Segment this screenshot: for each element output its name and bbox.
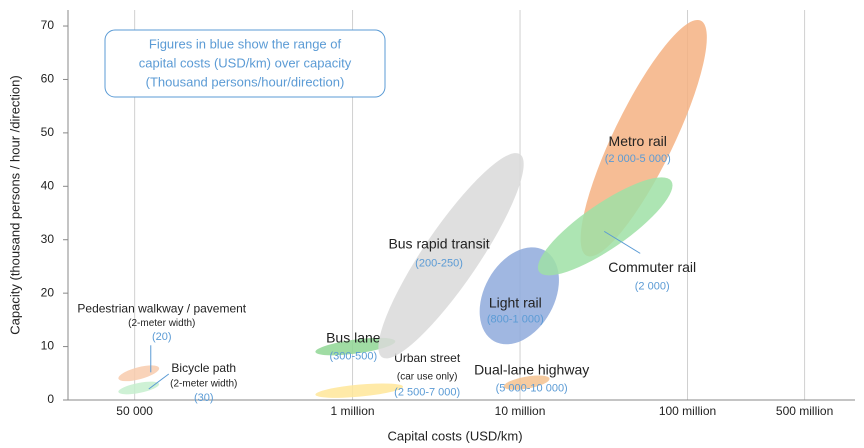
- annotation: Figures in blue show the range of: [149, 36, 342, 51]
- annotation: (Thousand persons/hour/direction): [146, 74, 345, 89]
- y-axis-label: Capacity (thousand persons / hour /direc…: [7, 75, 22, 334]
- mode-name: Light rail: [489, 295, 542, 311]
- y-tick-label: 60: [41, 72, 55, 86]
- mode-range: [503, 375, 550, 390]
- y-tick-label: 50: [41, 125, 55, 139]
- x-tick-label: 50 000: [116, 404, 153, 418]
- mode-name: Metro rail: [609, 133, 667, 149]
- annotation-box: [104, 29, 386, 98]
- mode-name: Bicycle path: [171, 361, 236, 375]
- x-tick-label: 100 million: [659, 404, 716, 418]
- mode-range-label: (5 000-10 000): [496, 383, 568, 395]
- mode-name: Urban street: [394, 351, 461, 365]
- y-tick-label: 70: [41, 18, 55, 32]
- mode-range: [537, 177, 673, 276]
- y-tick-label: 30: [41, 232, 55, 246]
- y-tick-label: 40: [41, 178, 55, 192]
- leader-line: [148, 373, 170, 390]
- mode-range: [118, 381, 160, 395]
- x-tick-label: 10 million: [495, 404, 546, 418]
- mode-name: Pedestrian walkway / pavement: [77, 301, 246, 315]
- mode-name: Bus rapid transit: [388, 235, 489, 251]
- annotation: capital costs (USD/km) over capacity: [139, 55, 352, 70]
- mode-name: Commuter rail: [608, 259, 696, 275]
- y-tick-label: 20: [41, 285, 55, 299]
- y-tick-label: 10: [41, 339, 55, 353]
- mode-range-label: (2 500-7 000): [394, 387, 460, 399]
- mode-range: [315, 383, 403, 398]
- mode-range-label: (200-250): [415, 258, 463, 270]
- mode-range-label: (30): [194, 392, 214, 404]
- mode-range-label: (800-1 000): [487, 314, 544, 326]
- mode-range-label: (2 000): [635, 280, 670, 292]
- x-tick-label: 500 million: [776, 404, 833, 418]
- mode-range-label: (300-500): [329, 350, 377, 362]
- y-tick-label: 0: [47, 392, 54, 406]
- x-axis-label: Capital costs (USD/km): [387, 428, 522, 443]
- mode-range: [378, 153, 524, 359]
- mode-range-label: (20): [152, 331, 172, 343]
- mode-name: Bus lane: [326, 329, 381, 345]
- mode-note: (car use only): [397, 371, 458, 382]
- mode-range: [315, 337, 396, 356]
- mode-name: Dual-lane highway: [474, 361, 589, 377]
- mode-range: [118, 365, 160, 382]
- mode-note: (2-meter width): [128, 318, 195, 329]
- leader-line: [603, 230, 641, 254]
- mode-range-label: (2 000-5 000): [605, 153, 671, 165]
- mode-note: (2-meter width): [170, 379, 237, 390]
- x-tick-label: 1 million: [331, 404, 375, 418]
